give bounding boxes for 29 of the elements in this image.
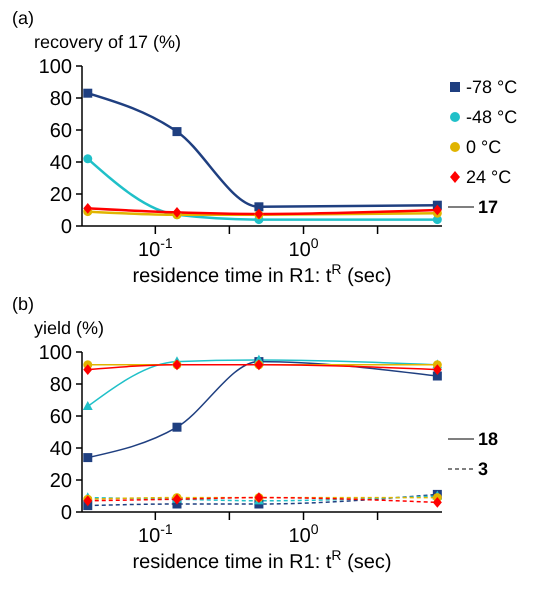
y-tick-label: 100 bbox=[38, 342, 72, 364]
legend-label: -78 °C bbox=[466, 76, 518, 98]
y-tick-label: 0 bbox=[60, 502, 72, 524]
y-tick-label: 60 bbox=[50, 120, 72, 142]
y-tick-label: 80 bbox=[50, 88, 72, 110]
chart-title: (a) bbox=[12, 8, 34, 29]
x-tick-label: 10$^{0}$ bbox=[288, 235, 319, 261]
x-tick-label: 10$^{-1}$ bbox=[138, 235, 173, 261]
y-tick-label: 20 bbox=[50, 470, 72, 492]
x-axis-title: residence time in R1: t$^{R}$ (sec) bbox=[132, 547, 392, 573]
text: 17 bbox=[478, 196, 498, 218]
y-axis-title: recovery of 17 (%) bbox=[34, 32, 182, 53]
legend-label: -48 °C bbox=[466, 106, 518, 128]
x-tick-label: 10$^{0}$ bbox=[288, 521, 319, 547]
y-axis-title: yield (%) bbox=[34, 318, 104, 339]
y-tick-label: 80 bbox=[50, 374, 72, 396]
text: 3 bbox=[478, 458, 488, 480]
y-tick-label: 60 bbox=[50, 406, 72, 428]
y-tick-label: 40 bbox=[50, 152, 72, 174]
legend-label: 0 °C bbox=[466, 136, 502, 158]
y-tick-label: 100 bbox=[38, 56, 72, 78]
y-tick-label: 40 bbox=[50, 438, 72, 460]
y-tick-label: 0 bbox=[60, 216, 72, 238]
text: 18 bbox=[478, 428, 498, 450]
chart-title: (b) bbox=[12, 294, 34, 315]
legend-label: 24 °C bbox=[466, 166, 512, 188]
x-axis-title: residence time in R1: t$^{R}$ (sec) bbox=[132, 261, 392, 287]
x-tick-label: 10$^{-1}$ bbox=[138, 521, 173, 547]
y-tick-label: 20 bbox=[50, 184, 72, 206]
